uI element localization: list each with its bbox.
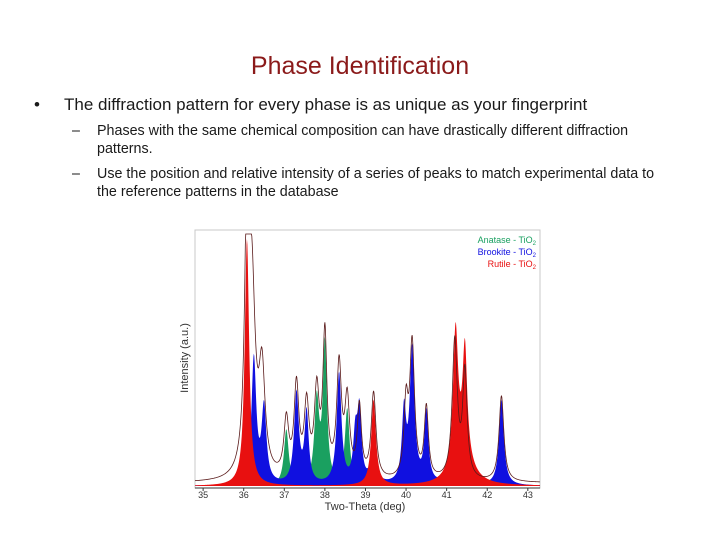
sub-bullet-text: Use the position and relative intensity … [97,166,655,200]
slide-title: Phase Identification [250,52,470,80]
y-axis-label: Intensity (a.u.) [179,323,191,393]
x-axis-label: Two-Theta (deg) [325,501,406,513]
x-tick-label: 37 [279,490,289,500]
bullet-marker: • [34,95,40,114]
x-tick-label: 43 [523,490,533,500]
measured-pattern-line [194,233,541,483]
x-tick-label: 38 [320,490,330,500]
x-tick-labels: 35 36 37 38 39 40 41 42 43 [198,488,533,500]
series-areas [195,238,540,486]
dash-marker: – [72,123,80,139]
main-bullet-text: The diffraction pattern for every phase … [64,95,588,114]
x-tick-label: 40 [401,490,411,500]
legend-entry-anatase: Anatase - TiO2 [478,235,537,247]
x-tick-label: 35 [198,490,208,500]
x-tick-label: 36 [239,490,249,500]
legend-entry-brookite: Brookite - TiO2 [478,247,537,259]
dash-marker: – [72,166,80,182]
series-area-rutile [195,238,540,486]
x-tick-label: 42 [482,490,492,500]
sub-bullet-text: Phases with the same chemical compositio… [97,123,629,157]
diffraction-chart: 35 36 37 38 39 40 41 42 43 Two-Theta (deg) Inten… [179,229,541,513]
x-tick-label: 41 [442,490,452,500]
x-tick-label: 39 [360,490,370,500]
legend-entry-rutile: Rutile - TiO2 [488,259,537,271]
